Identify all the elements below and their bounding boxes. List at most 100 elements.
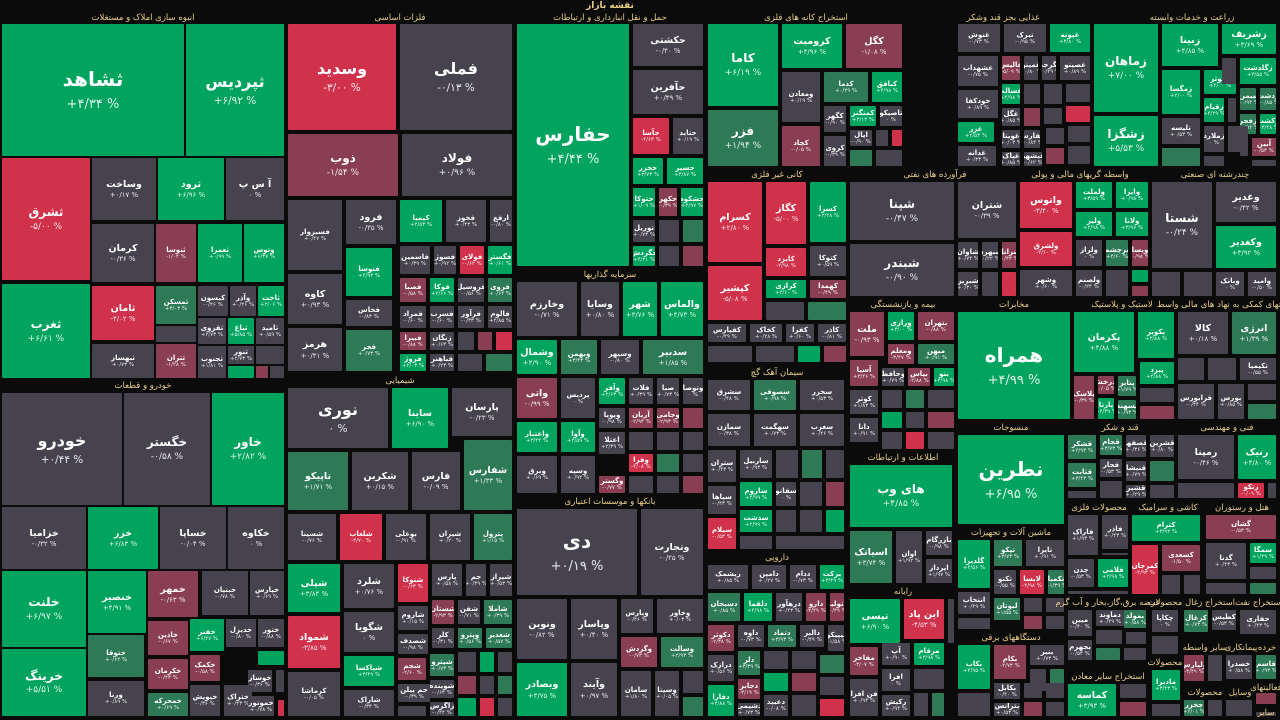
stock-tile[interactable]: برکت +۳/۴۹ % [820, 565, 844, 589]
stock-tile[interactable]: کگهر -۰/۹۰ % [824, 106, 846, 132]
stock-tile[interactable]: ملت -۰/۹۳ % [850, 312, 884, 356]
stock-tile[interactable]: کگاز -۵/۰۰ % [766, 182, 806, 244]
stock-tile[interactable]: فاراک +۱/۹۳ % [1068, 515, 1098, 555]
stock-tile[interactable]: کزغال +۰/۷۳ % [1184, 610, 1208, 632]
stock-tile[interactable]: سیمرغ+۰/۹۴ % [1240, 88, 1256, 110]
stock-tile[interactable]: کگل -۱/۰۸ % [846, 24, 902, 68]
stock-tile[interactable]: دفارا +۳/۸۸ % [708, 685, 734, 716]
stock-tile[interactable]: دجابر -۳/۱۹ % [738, 679, 760, 699]
stock-tile[interactable]: فالوم +۲/۸۵ % [488, 306, 512, 328]
stock-tile[interactable]: وگردش -۰/۷۳ % [621, 637, 657, 667]
stock-tile[interactable]: وخارزم -۰/۷۱ % [517, 282, 577, 336]
stock-tile[interactable]: خاور +۲/۸۲ % [212, 393, 284, 505]
stock-tile[interactable]: ونوین -۰/۸۲ % [517, 599, 567, 659]
stock-tile[interactable]: شتران -۰/۳۹ % [958, 182, 1016, 238]
stock-tile[interactable]: غویتا+۰/۰۳ % [1002, 130, 1020, 148]
stock-tile[interactable]: ارفع -۰/۸۰ % [490, 200, 512, 242]
stock-tile[interactable]: توریل +۰/۷۳ % [633, 220, 655, 242]
stock-tile[interactable]: درازک +۰/۵۶ % [708, 655, 734, 681]
stock-tile[interactable]: ثتران -۱/۴۸ % [156, 344, 196, 378]
stock-tile[interactable]: وتجارت -۰/۲۵ % [641, 509, 703, 595]
stock-tile[interactable]: تیپیکو+۱/۵۸ % [828, 625, 844, 651]
stock-tile[interactable]: کالا +۰/۱۸ % [1178, 312, 1228, 354]
stock-tile[interactable]: ثشاهد +۴/۳۴ % [2, 24, 184, 156]
stock-tile[interactable]: خکاوه ۰ % [228, 507, 284, 569]
stock-tile[interactable]: فزر +۱/۹۴ % [708, 110, 778, 166]
stock-tile[interactable]: کاذر -۰/۸۱ % [818, 324, 846, 342]
stock-tile[interactable]: حتاید +۰/۱۹ % [673, 118, 703, 154]
stock-tile[interactable]: خاذین -۰/۶۷ % [148, 621, 188, 655]
stock-tile[interactable]: پتایر+۱/۷۹ % [1118, 376, 1136, 396]
stock-tile[interactable]: ثرود +۶/۹۶ % [158, 158, 224, 220]
stock-tile[interactable]: فولای -۰/۶۲ % [460, 246, 484, 274]
stock-tile[interactable]: شصدف -۰/۹۸ % [398, 634, 428, 654]
stock-tile[interactable]: شاراک -۰/۳۳ % [344, 690, 394, 716]
stock-tile[interactable]: چکاپا ۰ % [1152, 610, 1178, 632]
stock-tile[interactable]: وآوا +۴/۵۹ % [561, 422, 595, 452]
stock-tile[interactable]: زقیام+۴/۲۹ % [1204, 98, 1224, 122]
stock-tile[interactable]: مفاخر -۳/۰۷ % [850, 647, 878, 675]
stock-tile[interactable]: کدما +۰/۲۹ % [824, 72, 868, 102]
stock-tile[interactable]: همراه +۴/۹۹ % [958, 312, 1070, 419]
stock-tile[interactable]: ولراز ۰ % [1076, 240, 1102, 266]
stock-tile[interactable]: فلامی +۲/۹۸ % [1098, 559, 1128, 587]
stock-tile[interactable]: وتوس +۶/۳۷ % [244, 224, 284, 282]
stock-tile[interactable]: وسپه +۰/۹۴ % [561, 456, 595, 493]
stock-tile[interactable]: وبصادر +۳/۷۵ % [517, 663, 567, 716]
stock-tile[interactable]: تکمبا+۱/۳۹ % [1048, 570, 1064, 594]
stock-tile[interactable]: وآذر +۰/۴۶ % [230, 286, 256, 316]
stock-tile[interactable]: شستا -۰/۲۴ % [1152, 182, 1212, 268]
stock-tile[interactable]: میهن +۰/۹۱ % [918, 344, 954, 364]
stock-tile[interactable]: غپونه +۳/۸۰ % [1050, 24, 1090, 52]
stock-tile[interactable]: گدنا +۰/۴۳ % [1206, 543, 1246, 579]
stock-tile[interactable]: شفن -۰/۷۱ % [458, 600, 480, 624]
stock-tile[interactable]: کمنگنز +۳/۱۳ % [850, 106, 876, 126]
stock-tile[interactable]: آبین -۰/۵۳ % [1252, 138, 1276, 156]
stock-tile[interactable]: افرا ۰ % [882, 669, 910, 691]
stock-tile[interactable]: دامین +۰/۲۷ % [752, 565, 786, 589]
stock-tile[interactable]: حشکوه +۴/۹۷ % [681, 188, 703, 216]
stock-tile[interactable]: خفنر +۶/۴۷ % [190, 619, 224, 651]
stock-tile[interactable]: کسعدی -۱/۵۰ % [1162, 545, 1200, 571]
stock-tile[interactable]: فروی +۰/۶۴ % [488, 278, 512, 302]
stock-tile[interactable]: خودرو +۰/۴۴ % [2, 393, 122, 505]
stock-tile[interactable]: تلیسه +۰/۵۳ % [1162, 118, 1200, 144]
stock-tile[interactable]: پترول +۱/۱۵ % [474, 514, 512, 560]
stock-tile[interactable]: حفاری +۰/۴۳ % [1240, 610, 1276, 634]
stock-tile[interactable]: پارسان -۰/۲۳ % [452, 388, 512, 436]
stock-tile[interactable]: حکشتی -۰/۴۰ % [633, 24, 703, 66]
stock-tile[interactable]: قشرین +۰/۸۰ % [1150, 435, 1174, 457]
stock-tile[interactable]: شغدیر +۰/۵۷ % [486, 628, 512, 648]
stock-tile[interactable]: اپرداز +۱/۹۷ % [926, 559, 952, 583]
stock-tile[interactable]: شسینا -۰/۷۶ % [288, 514, 336, 560]
stock-tile[interactable]: خنصیر +۴/۹۱ % [88, 571, 146, 633]
stock-tile[interactable]: شلعاب -۳/۷۰ % [340, 514, 382, 560]
stock-tile[interactable]: بوعلی -۰/۹۱ % [386, 514, 426, 560]
stock-tile[interactable]: ومعلم -۳/۴۷ % [888, 344, 914, 364]
stock-tile[interactable]: وپارس -۰/۴۶ % [621, 599, 653, 633]
stock-tile[interactable]: فجر +۰/۷۳ % [346, 330, 392, 371]
stock-tile[interactable]: وحافظ +۰/۷۹ % [882, 368, 904, 386]
stock-tile[interactable]: شیراز +۰/۵۳ % [490, 564, 512, 596]
stock-tile[interactable]: فنوسا +۲/۹۳ % [346, 248, 392, 296]
stock-tile[interactable]: ثقزوی +۲/۷۳ % [198, 318, 226, 344]
stock-tile[interactable]: وسالت +۲/۹۳ % [661, 637, 703, 667]
stock-tile[interactable]: شاوان+۰/۷۴ % [958, 242, 978, 268]
stock-tile[interactable]: ثباغ +۵/۸۵ % [228, 318, 254, 344]
stock-tile[interactable]: سخزر +۰/۵۳ % [800, 380, 844, 410]
stock-tile[interactable]: ولیز +۲/۹۸ % [1076, 212, 1112, 236]
stock-tile[interactable]: بتهران -۰/۸۸ % [918, 312, 954, 340]
stock-tile[interactable]: داوه -۰/۷۳ % [738, 625, 764, 647]
stock-tile[interactable]: سشرق -۰/۴۸ % [708, 380, 750, 410]
stock-tile[interactable]: غفارس+۰/۸۴ % [1024, 130, 1040, 148]
stock-tile[interactable]: خپویش -۰/۳۶ % [190, 685, 220, 716]
stock-tile[interactable]: خودکفا +۰/۸۹ % [958, 90, 998, 118]
stock-tile[interactable]: ستران +۰/۴۳ % [708, 450, 736, 482]
stock-tile[interactable]: ومعادن +۰/۱۹ % [782, 72, 820, 122]
stock-tile[interactable]: سرچشمه+۴/۶۰ % [1106, 240, 1128, 266]
stock-tile[interactable]: ولصنم -۰/۲۴ % [1076, 270, 1102, 296]
stock-tile[interactable]: زماهان +۷/۰۰ % [1094, 24, 1158, 112]
stock-tile[interactable]: وپاسار +۰/۴۰ % [571, 599, 617, 659]
stock-tile[interactable]: سفانو ۰ % [776, 482, 796, 506]
stock-tile[interactable]: حکهر -۰/۳۹ % [659, 188, 677, 216]
